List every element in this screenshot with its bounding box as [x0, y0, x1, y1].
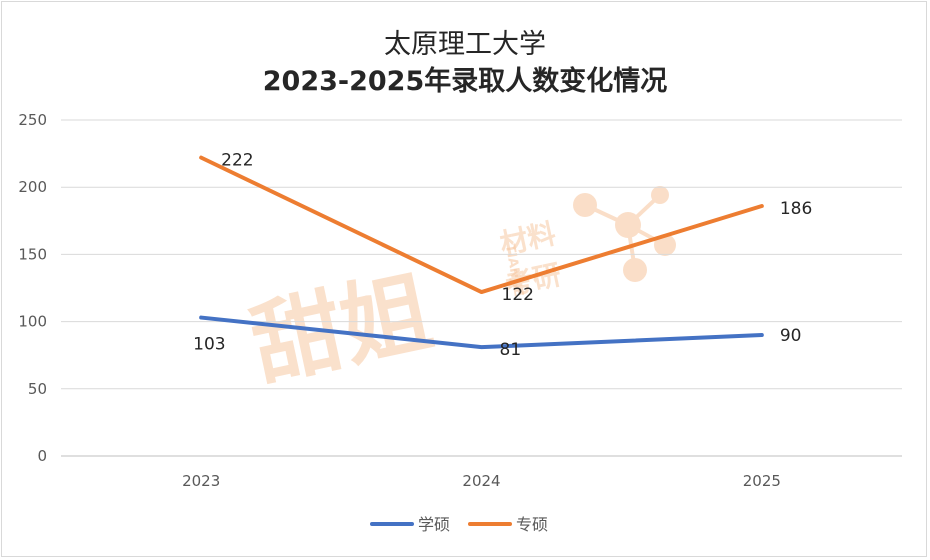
legend: 学硕 专硕: [370, 515, 548, 534]
y-tick-label: 200: [18, 178, 47, 196]
data-label: 103: [193, 335, 225, 355]
y-tick-label: 100: [18, 313, 47, 331]
chart-title-line1: 太原理工大学: [384, 29, 546, 60]
data-label: 81: [500, 340, 522, 360]
x-tick-label: 2024: [462, 472, 500, 490]
watermark-logo-text: 甜姐: [243, 259, 441, 399]
data-label: 222: [221, 151, 253, 171]
x-tick-label: 2025: [743, 472, 781, 490]
y-tick-label: 250: [18, 111, 47, 129]
data-label: 186: [780, 199, 812, 219]
legend-label: 专硕: [516, 515, 548, 534]
y-tick-label: 150: [18, 245, 47, 263]
x-axis: 2023 2024 2025: [182, 472, 781, 490]
data-labels: 103 81 90 222 122 186: [193, 151, 812, 361]
gridlines: [61, 119, 902, 457]
data-label: 122: [502, 285, 534, 305]
chart-title-line2: 2023-2025年录取人数变化情况: [262, 66, 668, 97]
watermark: 甜姐 材料 考研 TIANJIE: [243, 186, 676, 399]
data-label: 90: [780, 326, 802, 346]
series-line-专硕: [199, 155, 764, 295]
watermark-molecule-icon: [573, 186, 676, 282]
y-tick-label: 50: [28, 380, 47, 398]
series-lines: [199, 155, 764, 350]
x-tick-label: 2023: [182, 472, 220, 490]
y-axis: 0 50 100 150 200 250: [18, 111, 47, 465]
legend-label: 学硕: [418, 515, 450, 534]
y-tick-label: 0: [37, 447, 47, 465]
